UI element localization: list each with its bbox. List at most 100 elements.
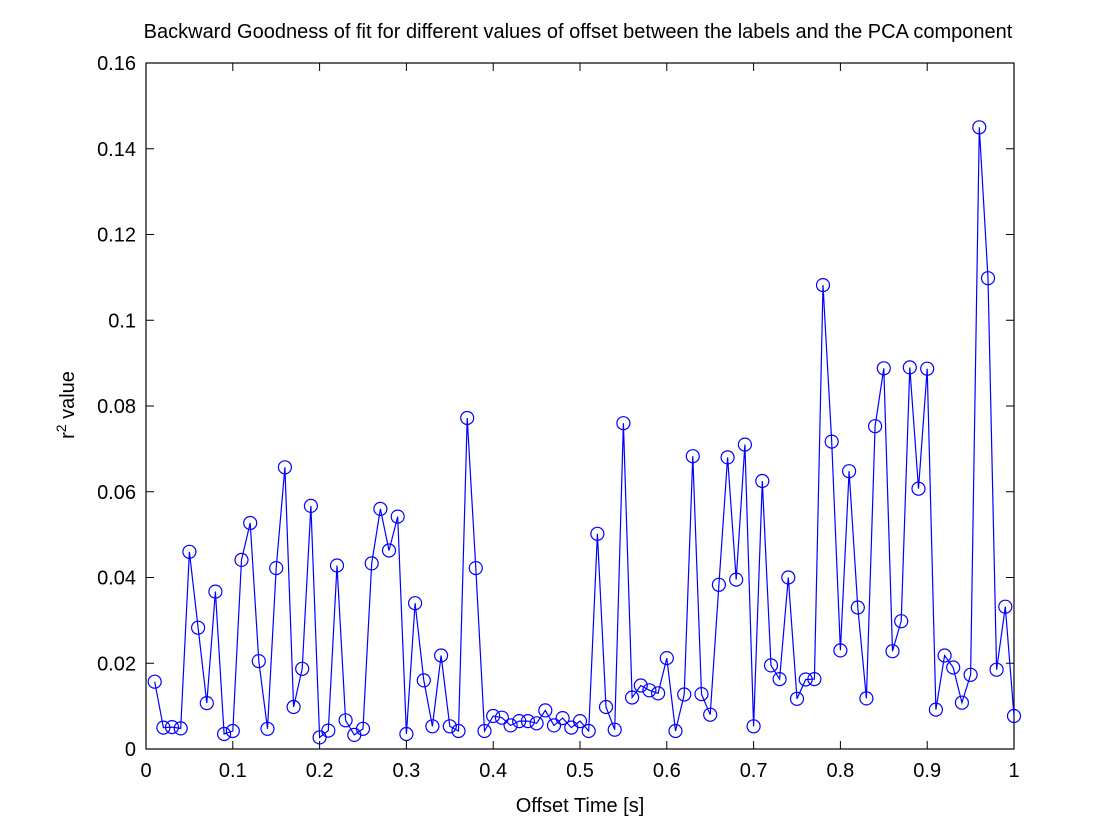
data-point (390, 509, 405, 524)
data-point (364, 556, 379, 571)
data-point (260, 721, 275, 736)
data-point (251, 653, 266, 669)
data-point (633, 678, 648, 693)
data-point (381, 543, 397, 558)
data-point (416, 673, 431, 688)
y-tick-label: 0.08 (97, 396, 136, 418)
data-point (894, 614, 909, 629)
data-point (512, 713, 527, 729)
data-point (451, 723, 466, 739)
data-point (833, 643, 848, 658)
x-axis-label: Offset Time [s] (516, 795, 645, 817)
data-point (546, 718, 562, 733)
data-point (824, 434, 839, 449)
data-point (650, 686, 666, 701)
data-point (711, 577, 727, 592)
data-point (590, 526, 605, 541)
y-axis: 0 0.02 0.04 0.06 0.08 0.1 0.12 0.14 0.16 (97, 53, 1014, 761)
data-point (642, 683, 657, 698)
data-point (538, 703, 553, 718)
data-point (286, 699, 301, 715)
data-point (867, 419, 883, 434)
data-point (946, 660, 961, 675)
data-point (156, 720, 171, 735)
data-point (1006, 708, 1022, 724)
data-point (442, 719, 457, 734)
data-point (746, 719, 761, 734)
data-point (329, 558, 345, 573)
data-point (355, 721, 371, 736)
x-tick-label: 0 (140, 760, 151, 782)
data-point (191, 620, 206, 635)
x-tick-label: 0.5 (566, 760, 594, 782)
data-point (911, 481, 926, 496)
series-line (154, 127, 1015, 739)
data-point (199, 695, 214, 711)
data-point (815, 278, 831, 293)
y-axis-label-superscript: 2 (53, 424, 69, 432)
data-point (373, 501, 388, 516)
data-point (685, 449, 700, 464)
y-tick-label: 0.1 (108, 310, 136, 332)
series-markers (147, 120, 1022, 745)
data-point (494, 710, 509, 725)
data-point (763, 658, 779, 673)
data-point (321, 723, 336, 738)
x-tick-label: 0.7 (740, 760, 768, 782)
data-point (147, 674, 162, 689)
y-axis-label-base: r (57, 432, 79, 439)
data-point (920, 361, 935, 376)
data-point (217, 726, 232, 742)
plot-area (145, 62, 1015, 750)
data-point (243, 515, 258, 531)
data-point (486, 708, 501, 724)
data-point (624, 690, 640, 705)
data-point (703, 707, 718, 722)
data-point (772, 671, 787, 687)
data-point (312, 730, 327, 745)
x-tick-label: 0.1 (219, 760, 247, 782)
data-point (729, 572, 744, 587)
data-point (529, 716, 544, 731)
data-point (460, 410, 475, 426)
data-point (659, 650, 674, 666)
data-point (607, 722, 622, 737)
y-tick-label: 0.16 (97, 53, 136, 75)
data-point (572, 713, 588, 729)
data-point (520, 713, 536, 729)
data-point (399, 726, 414, 742)
data-point (677, 687, 692, 702)
data-point (694, 686, 709, 702)
data-point (963, 667, 978, 682)
data-point (616, 416, 631, 431)
y-tick-label: 0 (125, 739, 136, 761)
data-point (225, 723, 240, 739)
data-point (234, 552, 249, 568)
x-tick-label: 0.2 (306, 760, 334, 782)
x-tick-label: 0.4 (479, 760, 507, 782)
data-point (807, 671, 822, 687)
data-point (468, 560, 483, 576)
data-point (885, 644, 900, 659)
data-point (269, 560, 284, 576)
x-axis: 0 0.1 0.2 0.3 0.4 0.5 0.6 0.7 0.8 0.9 1 (140, 63, 1020, 782)
x-tick-label: 0.3 (392, 760, 420, 782)
y-tick-label: 0.14 (97, 139, 136, 161)
data-point (989, 662, 1004, 677)
data-point (555, 710, 570, 726)
data-point (755, 473, 770, 489)
y-tick-label: 0.02 (97, 653, 136, 675)
data-point (841, 464, 857, 479)
data-point (859, 691, 874, 706)
data-point (980, 271, 996, 286)
data-point (928, 702, 944, 717)
data-point (182, 544, 197, 559)
data-point (972, 120, 987, 135)
data-point (208, 584, 223, 599)
data-point (954, 695, 970, 710)
data-point (998, 599, 1013, 614)
data-point (581, 723, 596, 739)
data-point (338, 713, 353, 728)
data-point (277, 460, 292, 475)
